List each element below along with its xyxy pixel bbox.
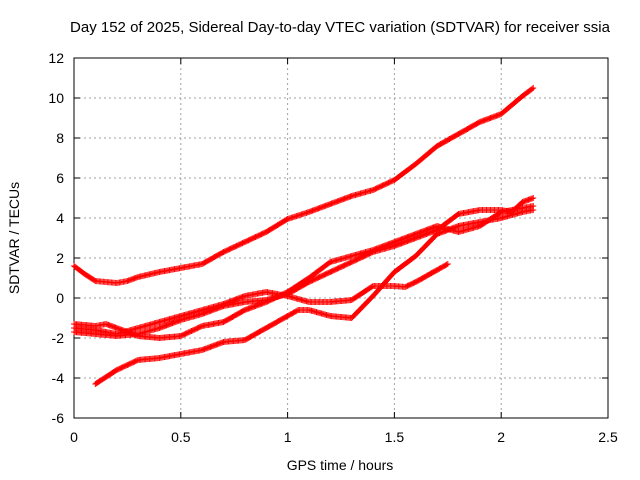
y-tick-label: 10 (48, 90, 64, 106)
plot-frame (73, 57, 609, 419)
x-tick-label: 2.5 (598, 429, 618, 445)
x-tick-label: 0 (70, 429, 78, 445)
series-3 (92, 207, 537, 387)
x-tick-label: 1.5 (385, 429, 405, 445)
data-point-marker (529, 85, 536, 92)
y-tick-label: -4 (52, 370, 65, 386)
y-tick-label: -2 (52, 330, 65, 346)
y-tick-label: 4 (56, 210, 64, 226)
axis-ticks: 0 0.5 1 1.5 2 2.5 -6 -4 -2 0 2 4 6 8 10 12 (48, 50, 618, 445)
y-tick-label: 2 (56, 250, 64, 266)
y-axis-label: SDTVAR / TECUs (6, 182, 22, 294)
x-tick-label: 0.5 (171, 429, 191, 445)
y-tick-label: -6 (52, 410, 65, 426)
data-point-marker (444, 261, 451, 267)
x-axis-label: GPS time / hours (287, 457, 394, 473)
x-tick-label: 1 (284, 429, 292, 445)
chart-title: Day 152 of 2025, Sidereal Day-to-day VTE… (70, 19, 611, 36)
series-1 (71, 85, 537, 286)
data-point-marker (530, 195, 537, 201)
data-markers (71, 85, 537, 387)
x-tick-label: 2 (497, 429, 505, 445)
y-tick-label: 12 (48, 50, 64, 66)
data-point-marker (530, 203, 537, 209)
data-point-marker (443, 261, 450, 268)
y-tick-label: 8 (56, 130, 64, 146)
y-tick-label: 0 (56, 290, 64, 306)
series-5 (71, 195, 537, 339)
grid (74, 58, 608, 418)
y-tick-label: 6 (56, 170, 64, 186)
data-point-marker (530, 85, 537, 91)
data-point-marker (294, 307, 301, 314)
